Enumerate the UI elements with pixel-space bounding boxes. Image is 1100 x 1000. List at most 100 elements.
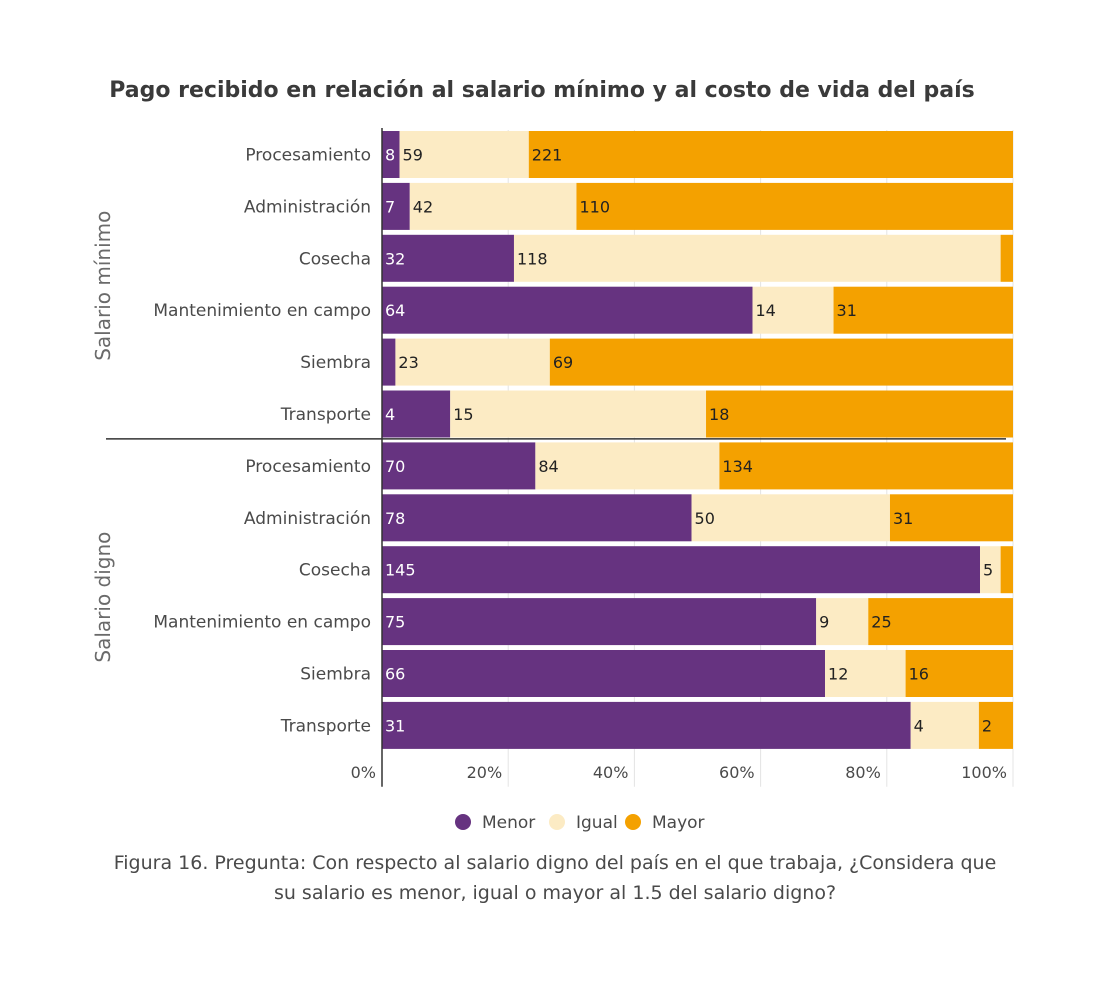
bar-value-label: 32 (385, 249, 405, 268)
bar-value-label: 118 (517, 249, 548, 268)
bar-value-label: 31 (837, 301, 857, 320)
bar-segment-igual (825, 650, 906, 697)
bar-value-label: 16 (909, 665, 929, 684)
bar-value-label: 5 (983, 561, 993, 580)
bar-segment-mayor (719, 442, 1013, 490)
bar-segment-menor (382, 546, 981, 594)
bar-segment-igual (691, 494, 890, 542)
bar-segment-mayor (1000, 234, 1013, 282)
x-tick-label: 100% (961, 763, 1007, 782)
bar-segment-igual (409, 182, 577, 230)
bar-value-label: 145 (385, 561, 416, 580)
bar-segment-mayor (889, 494, 1013, 542)
bar-segment-menor (382, 338, 396, 386)
x-tick-label: 0% (351, 763, 376, 782)
bar-value-label: 75 (385, 613, 405, 632)
bar-value-label: 8 (385, 146, 395, 165)
legend-swatch-igual (549, 814, 565, 830)
bar-value-label: 4 (385, 405, 395, 424)
legend-label: Mayor (652, 813, 705, 833)
bar-value-label: 42 (413, 197, 433, 216)
legend-swatch-mayor (625, 814, 641, 830)
bar-segment-igual (816, 598, 869, 646)
bar-value-label: 2 (982, 716, 992, 735)
x-tick-label: 40% (593, 763, 629, 782)
bar-value-label: 18 (709, 405, 729, 424)
category-label: Procesamiento (245, 457, 371, 477)
category-label: Cosecha (299, 249, 371, 269)
axis-layer: 0% 20% 40% 60% 80% 100% Procesamiento Administr… (91, 128, 1007, 787)
bar-value-label: 134 (722, 457, 753, 476)
bar-value-label: 66 (385, 665, 405, 684)
bar-value-label: 25 (871, 613, 891, 632)
category-label: Transporte (280, 716, 371, 736)
bar-segment-mayor (905, 650, 1013, 697)
category-label: Mantenimiento en campo (153, 613, 371, 633)
bar-value-label: 110 (579, 197, 610, 216)
bar-segment-igual (910, 701, 979, 749)
category-label: Transporte (280, 405, 371, 425)
x-tick-label: 20% (467, 763, 503, 782)
bar-value-label: 69 (553, 353, 573, 372)
bar-segment-mayor (868, 598, 1013, 646)
bar-segment-menor (382, 650, 826, 697)
bar-segment-mayor (576, 182, 1013, 230)
bar-segment-menor (382, 598, 817, 646)
bar-value-label: 78 (385, 509, 405, 528)
legend-label: Igual (576, 813, 618, 833)
category-label: Siembra (300, 665, 371, 685)
bar-segment-igual (980, 546, 1001, 594)
group-label: Salario mínimo (91, 211, 115, 361)
legend: Menor Igual Mayor (455, 813, 705, 833)
bar-value-label: 23 (398, 353, 418, 372)
bar-value-label: 50 (695, 509, 715, 528)
bar-value-label: 64 (385, 301, 405, 320)
bar-segment-menor (382, 390, 451, 438)
bar-segment-igual (395, 338, 550, 386)
bar-value-label: 9 (819, 613, 829, 632)
bar-value-label: 15 (453, 405, 473, 424)
bar-segment-igual (513, 234, 1001, 282)
bar-segment-mayor (706, 390, 1013, 438)
bar-segment-menor (382, 286, 753, 334)
category-label: Administración (244, 509, 371, 529)
bar-segment-mayor (1000, 546, 1013, 594)
bar-segment-menor (382, 494, 692, 542)
bar-value-label: 221 (532, 146, 563, 165)
bar-segment-menor (382, 442, 536, 490)
bar-segment-menor (382, 182, 410, 230)
bar-segment-igual (399, 131, 529, 178)
x-tick-label: 80% (845, 763, 881, 782)
bar-segment-mayor (549, 338, 1013, 386)
legend-swatch-menor (455, 814, 471, 830)
group-label: Salario digno (91, 532, 115, 663)
bar-value-label: 7 (385, 197, 395, 216)
bar-value-label: 14 (755, 301, 775, 320)
bar-segment-igual (450, 390, 707, 438)
legend-label: Menor (482, 813, 535, 833)
bar-value-label: 84 (538, 457, 558, 476)
bar-value-label: 31 (385, 716, 405, 735)
category-label: Siembra (300, 353, 371, 373)
bar-segment-mayor (528, 131, 1013, 178)
category-label: Procesamiento (245, 146, 371, 166)
category-label: Administración (244, 197, 371, 217)
bar-segment-menor (382, 701, 911, 749)
bar-segment-menor (382, 234, 514, 282)
bar-segment-igual (752, 286, 834, 334)
bar-segment-menor (382, 131, 400, 178)
bar-value-label: 31 (893, 509, 913, 528)
bar-value-label: 70 (385, 457, 405, 476)
bar-value-label: 59 (403, 146, 423, 165)
chart-title: Pago recibido en relación al salario mín… (109, 78, 975, 103)
category-label: Cosecha (299, 561, 371, 581)
bar-value-label: 12 (828, 665, 848, 684)
bar-segment-mayor (833, 286, 1013, 334)
figure-caption: Figura 16. Pregunta: Con respecto al sal… (113, 852, 997, 904)
bar-segment-mayor (978, 701, 1013, 749)
category-label: Mantenimiento en campo (153, 301, 371, 321)
x-tick-label: 60% (719, 763, 755, 782)
bar-segment-igual (535, 442, 720, 490)
